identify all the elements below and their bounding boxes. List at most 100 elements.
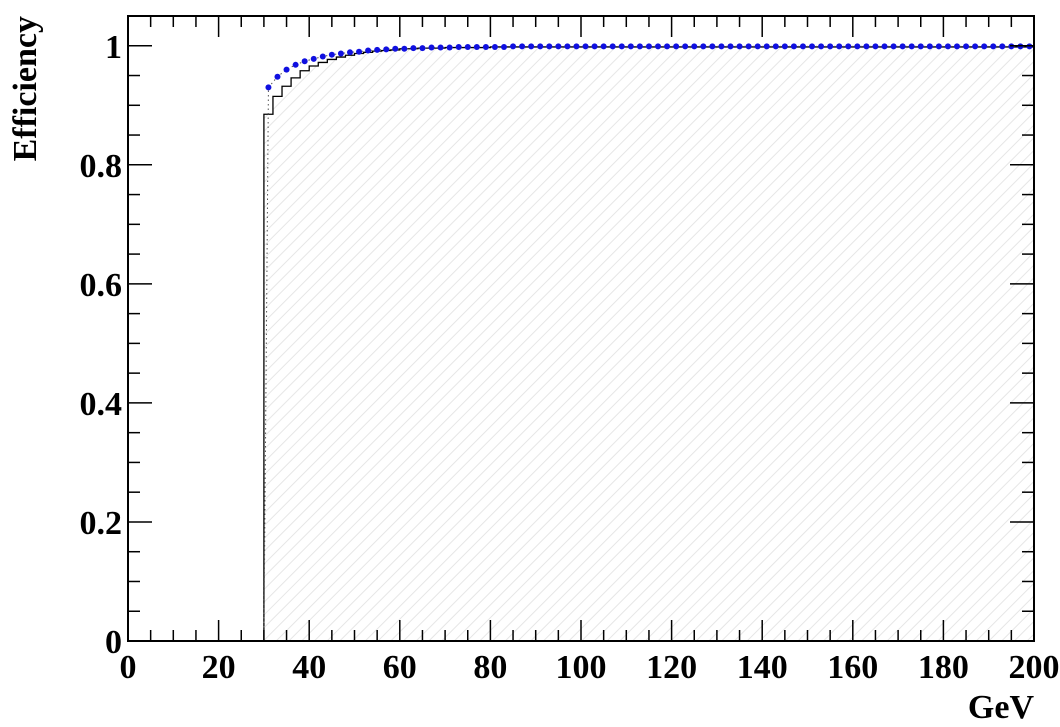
data-point	[845, 43, 852, 50]
data-point	[618, 43, 625, 50]
data-point	[482, 43, 489, 50]
data-point	[537, 43, 544, 50]
data-point	[636, 43, 643, 50]
hatch-fill-layer	[263, 46, 1034, 641]
data-point	[790, 43, 797, 50]
x-tick-label: 100	[556, 649, 607, 686]
data-point	[319, 53, 326, 60]
data-point	[881, 43, 888, 50]
x-tick-label: 60	[383, 649, 417, 686]
x-tick-label: 140	[737, 649, 788, 686]
data-point	[917, 43, 924, 50]
data-point	[609, 43, 616, 50]
data-point	[809, 43, 816, 50]
data-point	[664, 43, 671, 50]
data-point	[374, 46, 381, 53]
data-point	[546, 43, 553, 50]
data-point	[963, 43, 970, 50]
y-tick-label: 0.6	[80, 267, 123, 304]
data-point	[645, 43, 652, 50]
data-point	[283, 66, 290, 73]
data-point	[519, 43, 526, 50]
data-point	[854, 43, 861, 50]
data-point	[718, 43, 725, 50]
data-point	[464, 43, 471, 50]
data-point	[700, 43, 707, 50]
data-point	[573, 43, 580, 50]
data-point	[419, 45, 426, 52]
data-point	[972, 43, 979, 50]
data-point	[365, 47, 372, 54]
data-point	[356, 48, 363, 55]
data-point	[818, 43, 825, 50]
y-tick-label: 0.8	[80, 148, 123, 185]
data-point	[890, 43, 897, 50]
data-point	[383, 46, 390, 53]
y-tick-label: 0.4	[80, 386, 123, 423]
tick-labels-layer: 0 20 40 60 80 100 120 140 160 180 200 0 0.2 0.4 0.6 0.8…	[80, 29, 1060, 686]
data-point	[473, 43, 480, 50]
data-point	[582, 43, 589, 50]
data-point	[872, 43, 879, 50]
data-point	[673, 43, 680, 50]
data-point	[310, 55, 317, 62]
data-point	[682, 43, 689, 50]
data-point	[727, 43, 734, 50]
ticks-layer	[127, 16, 1035, 642]
y-axis-title: Efficiency	[7, 16, 44, 161]
y-tick-label: 0	[105, 624, 122, 661]
data-point	[510, 43, 517, 50]
data-point	[754, 43, 761, 50]
x-tick-label: 20	[202, 649, 236, 686]
data-point	[600, 43, 607, 50]
data-point	[292, 61, 299, 68]
x-tick-label: 80	[473, 649, 507, 686]
data-point	[836, 43, 843, 50]
data-point	[899, 43, 906, 50]
data-point	[926, 43, 933, 50]
data-point	[591, 43, 598, 50]
data-point	[528, 43, 535, 50]
x-tick-label: 40	[292, 649, 326, 686]
data-point	[301, 58, 308, 65]
data-point	[428, 44, 435, 51]
data-point	[437, 44, 444, 51]
data-point	[337, 50, 344, 57]
data-point	[328, 51, 335, 58]
x-tick-label: 0	[120, 649, 137, 686]
data-point	[392, 45, 399, 52]
y-tick-label: 1	[105, 29, 122, 66]
x-axis-title: GeV	[968, 689, 1035, 726]
data-point	[410, 45, 417, 52]
data-point	[745, 43, 752, 50]
data-point	[736, 43, 743, 50]
data-point	[709, 43, 716, 50]
data-point	[772, 43, 779, 50]
x-tick-label: 200	[1009, 649, 1060, 686]
data-point	[446, 44, 453, 51]
data-point	[863, 43, 870, 50]
hatch-area	[263, 46, 1034, 641]
data-point	[655, 43, 662, 50]
data-point	[953, 43, 960, 50]
data-point	[781, 43, 788, 50]
data-point	[265, 84, 272, 91]
data-point	[990, 43, 997, 50]
data-point	[455, 43, 462, 50]
x-tick-label: 180	[918, 649, 969, 686]
data-point	[401, 45, 408, 52]
data-point	[555, 43, 562, 50]
data-point	[827, 43, 834, 50]
data-point	[500, 43, 507, 50]
x-tick-label: 160	[827, 649, 878, 686]
data-point	[999, 43, 1006, 50]
data-point	[564, 43, 571, 50]
data-point	[935, 43, 942, 50]
data-point	[908, 43, 915, 50]
data-point	[274, 73, 281, 80]
data-point	[691, 43, 698, 50]
data-point	[491, 43, 498, 50]
data-point	[763, 43, 770, 50]
